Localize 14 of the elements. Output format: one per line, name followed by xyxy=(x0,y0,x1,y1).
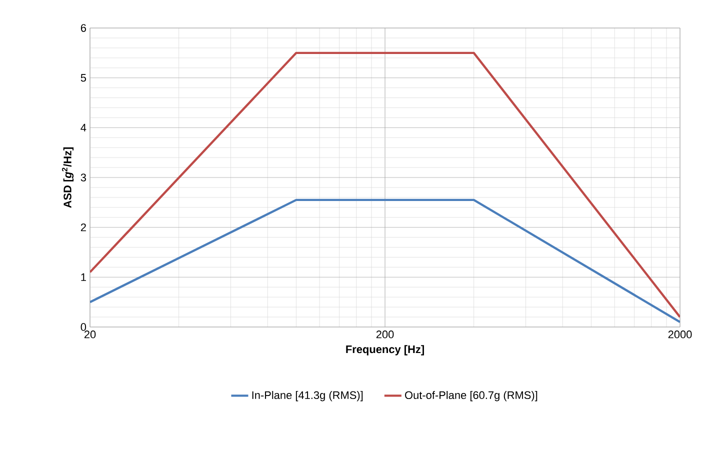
y-tick-label: 0 xyxy=(80,323,86,331)
y-tick-label: 2 xyxy=(80,224,86,232)
y-tick-label: 5 xyxy=(80,74,86,82)
y-tick-label: 4 xyxy=(80,124,86,132)
x-tick-label: 200 xyxy=(376,330,394,338)
legend-label: Out-of-Plane [60.7g (RMS)] xyxy=(405,390,538,402)
x-axis-title: Frequency [Hz] xyxy=(346,345,424,356)
y-axis-title: ASD [g$^{2}$/Hz] xyxy=(62,147,74,208)
legend-label: In-Plane [41.3g (RMS)] xyxy=(252,390,363,402)
x-tick-label: 2000 xyxy=(668,330,692,338)
y-tick-label: 1 xyxy=(81,273,86,281)
x-tick-label: 20 xyxy=(84,330,96,338)
y-tick-label: 3 xyxy=(80,174,86,182)
y-tick-label: 6 xyxy=(80,24,86,32)
